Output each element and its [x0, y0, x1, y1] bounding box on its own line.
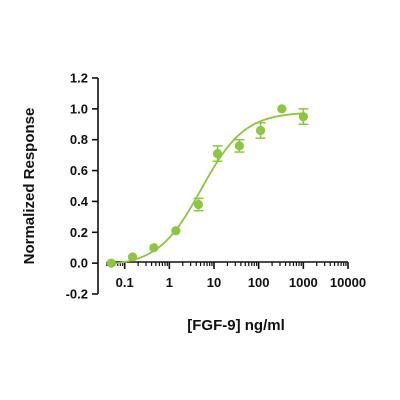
data-point: [234, 141, 244, 151]
y-tick-label: -0.2: [66, 287, 88, 302]
y-tick-label: 0.4: [70, 194, 89, 209]
x-tick-label: 1: [166, 275, 173, 290]
x-tick-label: 10: [207, 275, 221, 290]
data-point: [277, 104, 287, 114]
data-point: [212, 149, 223, 159]
fit-curve: [111, 112, 304, 265]
x-tick-label: 1000: [289, 275, 318, 290]
x-tick-label: 10000: [330, 275, 366, 290]
y-axis: -0.2 0.0 0.2 0.4 0.6 0.8 1.0 1.2: [66, 71, 99, 302]
data-point: [193, 199, 204, 210]
x-tick-label: 0.1: [116, 275, 134, 290]
y-tick-label: 1.2: [70, 71, 88, 86]
x-axis: 0.1 1 10 100 1000 10000: [106, 261, 366, 290]
y-tick-label: 0.6: [70, 163, 88, 178]
y-tick-label: 1.0: [70, 101, 88, 116]
data-points-layer: [106, 104, 309, 268]
x-axis-title: [FGF-9] ng/ml: [187, 317, 285, 334]
y-axis-title: Normalized Response: [21, 108, 38, 265]
data-point: [127, 252, 138, 262]
y-tick-label: 0.2: [70, 225, 88, 240]
data-point: [298, 111, 308, 122]
data-point: [171, 226, 181, 236]
data-point: [149, 243, 159, 253]
x-tick-label: 100: [248, 275, 270, 290]
data-point: [255, 125, 266, 136]
data-point: [106, 258, 116, 268]
y-tick-label: 0.8: [70, 132, 88, 147]
fit-curve-layer: [111, 112, 304, 265]
y-tick-label: 0.0: [70, 256, 88, 271]
